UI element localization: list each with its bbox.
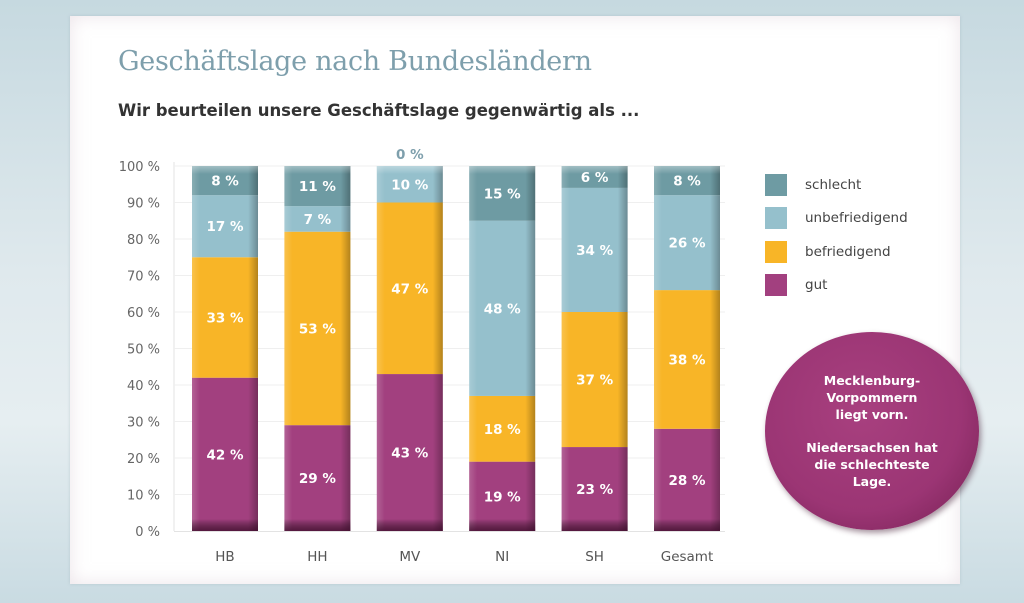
data-label: 53 % (299, 321, 336, 337)
callout-text-leader: Mecklenburg- Vorpommern liegt vorn. (823, 373, 921, 422)
legend-swatch (765, 240, 787, 263)
bar-segment-shade (284, 231, 351, 426)
bar-top-highlight (654, 166, 720, 174)
bar-segment-shade (469, 395, 536, 462)
legend-label: befriedigend (805, 243, 891, 260)
y-tick-label: 40 % (127, 379, 160, 394)
bars: 42 % 33 % 17 % 8 % 29 % 53 % 7 % 11 % 43 % 47 % 10… (192, 147, 720, 531)
data-label: 8 % (211, 174, 239, 190)
y-tick-label: 50 % (127, 343, 160, 358)
bar-segment-shade (561, 187, 628, 312)
x-tick-label: HH (307, 549, 327, 565)
y-tick-label: 0 % (135, 525, 160, 540)
y-tick-label: 10 % (127, 489, 160, 504)
gridlines (173, 162, 725, 532)
x-tick-label: HB (215, 549, 234, 565)
legend-item-unbefriedigend: unbefriedigend (765, 202, 908, 236)
bar-segment-shade (376, 374, 443, 531)
bar-top-highlight (561, 166, 628, 174)
bar-segment-shade (376, 202, 443, 375)
data-label: 29 % (299, 471, 336, 487)
x-tick-label: SH (585, 549, 604, 565)
y-tick-label: 90 % (127, 197, 160, 212)
bar-stack-hb: 42 % 33 % 17 % 8 % (192, 166, 258, 531)
data-label: 18 % (484, 422, 521, 438)
bar-segment-shade (284, 206, 351, 232)
data-label: 8 % (673, 174, 701, 190)
x-axis: HB HH MV NI SH Gesamt (215, 549, 713, 565)
bar-base-shadow (469, 519, 536, 531)
bar-stack-sh: 23 %37 %34 %6 % (561, 166, 628, 531)
y-tick-label: 100 % (119, 160, 160, 175)
bar-segment-shade (192, 377, 258, 531)
data-label: 48 % (484, 301, 521, 317)
bar-top-highlight (192, 166, 258, 174)
callout-text-laggard: Niedersachsen hat die schlechteste Lage. (806, 440, 938, 489)
y-tick-label: 70 % (127, 270, 160, 285)
legend: schlecht unbefriedigend befriedigend gut (765, 168, 908, 302)
legend-swatch (765, 274, 787, 297)
legend-label: schlecht (805, 176, 862, 193)
bar-stack-gesamt: 28 % 38 % 26 % 8 % (654, 166, 720, 531)
bar-stack-mv: 43 % 47 % 10 % 0 % (376, 147, 443, 531)
bar-segment-shade (561, 447, 628, 531)
data-label: 34 % (576, 243, 613, 259)
bar-top-highlight (469, 166, 536, 174)
data-label: 26 % (668, 236, 705, 252)
data-label: 42 % (206, 447, 243, 463)
data-label: 7 % (304, 212, 332, 228)
bar-base-shadow (561, 519, 628, 531)
data-label: 15 % (484, 186, 521, 202)
data-label: 38 % (668, 352, 705, 368)
bar-segment-shade (654, 428, 720, 531)
legend-item-befriedigend: befriedigend (765, 235, 908, 269)
data-label: 43 % (391, 446, 428, 462)
data-label: 37 % (576, 373, 613, 389)
bar-segment-shade (469, 166, 536, 221)
x-tick-label: Gesamt (661, 549, 714, 565)
legend-label: gut (805, 277, 828, 294)
bar-segment-shade (192, 257, 258, 378)
legend-swatch (765, 207, 787, 230)
data-label: 0 % (396, 147, 424, 163)
bar-base-shadow (376, 519, 443, 531)
x-tick-label: MV (399, 549, 421, 565)
bar-stack-ni: 19 % 18 % 48 % 15 % (469, 166, 536, 531)
x-tick-label: NI (495, 549, 509, 565)
bar-top-highlight (376, 166, 443, 174)
data-label: 19 % (484, 489, 521, 505)
bar-segment-shade (654, 290, 720, 429)
bar-segment-shade (654, 195, 720, 291)
callout-badge: Mecklenburg- Vorpommern liegt vorn. Nied… (765, 332, 979, 530)
bar-segment-shade (284, 425, 351, 531)
data-label: 10 % (391, 177, 428, 193)
legend-item-schlecht: schlecht (765, 168, 908, 202)
y-tick-label: 60 % (127, 306, 160, 321)
data-label: 23 % (576, 482, 613, 498)
data-label: 11 % (299, 179, 336, 195)
chart-title: Geschäftslage nach Bundesländern (118, 46, 592, 77)
bar-stack-hh: 29 % 53 % 7 % 11 % (284, 166, 351, 531)
data-label: 28 % (668, 473, 705, 489)
bar-top-highlight (284, 166, 351, 174)
data-label: 17 % (206, 219, 243, 235)
bar-segment-shade (192, 195, 258, 258)
bar-base-shadow (284, 519, 351, 531)
legend-item-gut: gut (765, 269, 908, 303)
y-axis: 0 % 10 % 20 % 30 % 40 % 50 % 60 % 70 % 80 % 90 % 1… (119, 160, 160, 540)
data-label: 47 % (391, 281, 428, 297)
y-tick-label: 30 % (127, 416, 160, 431)
chart-subtitle: Wir beurteilen unsere Geschäftslage gege… (118, 101, 640, 120)
bar-base-shadow (192, 519, 258, 531)
legend-label: unbefriedigend (805, 210, 908, 227)
data-label: 33 % (206, 310, 243, 326)
y-tick-label: 20 % (127, 452, 160, 467)
y-tick-label: 80 % (127, 233, 160, 248)
bar-base-shadow (654, 519, 720, 531)
bar-segment-shade (469, 220, 536, 396)
bar-segment-shade (561, 312, 628, 448)
legend-swatch (765, 173, 787, 196)
